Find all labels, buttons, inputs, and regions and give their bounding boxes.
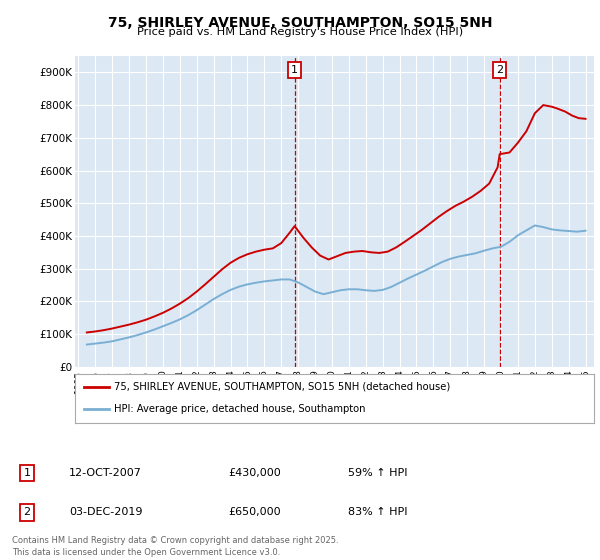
Text: HPI: Average price, detached house, Southampton: HPI: Average price, detached house, Sout…	[114, 404, 365, 414]
Text: Price paid vs. HM Land Registry's House Price Index (HPI): Price paid vs. HM Land Registry's House …	[137, 27, 463, 37]
Text: 59% ↑ HPI: 59% ↑ HPI	[348, 468, 407, 478]
Text: 83% ↑ HPI: 83% ↑ HPI	[348, 507, 407, 517]
Text: 1: 1	[291, 65, 298, 75]
Text: Contains HM Land Registry data © Crown copyright and database right 2025.
This d: Contains HM Land Registry data © Crown c…	[12, 536, 338, 557]
Text: £650,000: £650,000	[228, 507, 281, 517]
Text: 2: 2	[496, 65, 503, 75]
Text: 12-OCT-2007: 12-OCT-2007	[69, 468, 142, 478]
Text: 75, SHIRLEY AVENUE, SOUTHAMPTON, SO15 5NH: 75, SHIRLEY AVENUE, SOUTHAMPTON, SO15 5N…	[108, 16, 492, 30]
Text: 1: 1	[23, 468, 31, 478]
Text: 03-DEC-2019: 03-DEC-2019	[69, 507, 143, 517]
Text: £430,000: £430,000	[228, 468, 281, 478]
Text: 2: 2	[23, 507, 31, 517]
Text: 75, SHIRLEY AVENUE, SOUTHAMPTON, SO15 5NH (detached house): 75, SHIRLEY AVENUE, SOUTHAMPTON, SO15 5N…	[114, 382, 450, 392]
